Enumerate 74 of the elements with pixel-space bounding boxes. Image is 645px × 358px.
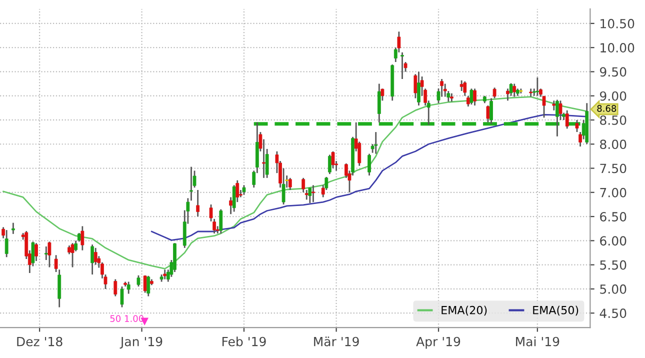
- y-tick-label: 8.50: [600, 115, 626, 125]
- candlestick: [308, 186, 312, 204]
- candlestick: [146, 275, 150, 297]
- y-tick-label: 9.50: [600, 67, 626, 77]
- candlestick: [302, 177, 306, 194]
- candlestick: [288, 177, 292, 191]
- y-tick-label: 4.50: [600, 308, 626, 318]
- candlestick: [374, 131, 378, 154]
- candlestick: [558, 100, 562, 121]
- legend-label: EMA(50): [533, 306, 578, 316]
- candlestick: [552, 100, 556, 112]
- candlestick: [80, 225, 84, 252]
- y-tick-label: 9.00: [600, 91, 626, 101]
- candlestick: [11, 222, 15, 235]
- candlestick: [229, 196, 232, 215]
- candlestick: [58, 268, 62, 308]
- candlestick: [232, 184, 236, 212]
- y-tick-label: 7.50: [600, 164, 626, 174]
- y-tick-label: 5.00: [600, 284, 626, 294]
- candlestick: [417, 71, 420, 106]
- candlestick: [34, 242, 38, 262]
- y-tick-label: 7.00: [600, 188, 626, 198]
- candlestick: [492, 86, 496, 99]
- candlestick: [90, 244, 94, 276]
- candlestick: [400, 52, 404, 80]
- candlestick: [486, 104, 490, 124]
- x-tick-label: Apr '19: [416, 336, 460, 349]
- candlestick: [509, 82, 513, 97]
- y-tick-label: 10.50: [600, 18, 634, 28]
- candlestick: [48, 240, 52, 268]
- candlestick: [565, 110, 569, 130]
- candlestick: [126, 281, 130, 294]
- y-tick-label: 10.00: [600, 43, 634, 52]
- candlestick: [70, 242, 74, 268]
- y-tick-label: 8.00: [600, 140, 626, 150]
- annotation: 8.68: [597, 105, 616, 112]
- candlestick: [44, 246, 48, 261]
- candlestick: [242, 184, 246, 196]
- candlestick: [506, 88, 510, 102]
- candlestick: [54, 254, 58, 273]
- candlestick: [209, 204, 213, 222]
- y-tick-label: 5.50: [600, 260, 626, 270]
- candlestick: [312, 184, 315, 203]
- candlestick: [163, 268, 167, 280]
- candlestick: [190, 166, 193, 202]
- candlestick: [219, 208, 223, 234]
- candlestick: [575, 119, 579, 133]
- candlestick: [440, 78, 444, 98]
- candlestick: [328, 154, 332, 175]
- candlestick: [368, 153, 371, 176]
- candlestick: [443, 83, 447, 98]
- candlestick: [512, 83, 516, 98]
- candlestick: [143, 274, 147, 294]
- candlestick: [460, 80, 464, 92]
- x-tick-label: Jan '19: [120, 336, 162, 349]
- candlestick: [212, 218, 216, 234]
- candlestick: [120, 286, 124, 308]
- candlestick: [463, 80, 467, 97]
- candlestick: [470, 88, 474, 106]
- candlestick: [536, 76, 540, 97]
- x-tick-label: Feb '19: [222, 336, 266, 346]
- legend-label: EMA(20): [442, 306, 487, 316]
- candlestick: [196, 189, 200, 218]
- candlestick: [4, 229, 8, 258]
- y-tick-label: 6.50: [600, 212, 626, 222]
- x-tick-label: Dez '18: [17, 336, 62, 346]
- candlestick: [473, 88, 476, 106]
- candlestick: [114, 278, 118, 297]
- candlestick: [136, 274, 140, 288]
- candlestick: [94, 247, 98, 266]
- x-tick-label: Mai '19: [516, 336, 560, 346]
- x-tick-label: Mär '19: [314, 336, 359, 346]
- candlestick: [304, 189, 308, 200]
- y-tick-label: 6.00: [600, 236, 626, 246]
